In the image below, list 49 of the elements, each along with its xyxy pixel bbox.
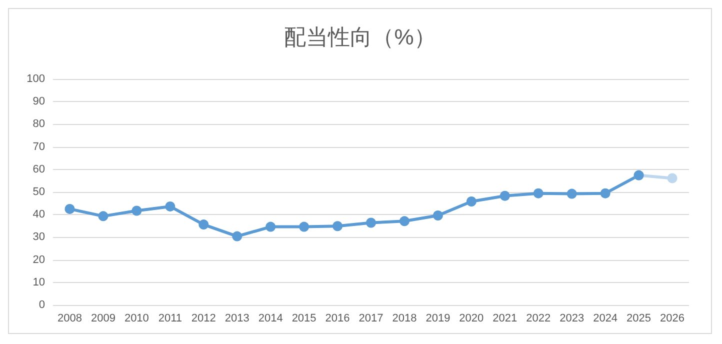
- chart-title: 配当性向（%）: [284, 24, 436, 50]
- point: [466, 196, 476, 206]
- x-tick-label: 2014: [258, 312, 283, 324]
- x-tick-label: 2019: [426, 312, 450, 324]
- point: [667, 173, 678, 184]
- y-tick-label: 10: [32, 276, 45, 288]
- y-tick-label: 90: [32, 96, 45, 108]
- x-tick-label: 2010: [124, 312, 149, 324]
- x-tick-label: 2025: [626, 312, 652, 324]
- x-tick-label: 2026: [660, 312, 685, 324]
- y-tick-label: 0: [38, 299, 45, 311]
- point: [366, 218, 376, 228]
- x-tick-label: 2011: [158, 312, 182, 324]
- y-tick-label: 20: [32, 254, 45, 266]
- point: [500, 190, 510, 201]
- x-tick-label: 2009: [90, 312, 116, 324]
- x-tick-label: 2021: [492, 312, 518, 324]
- x-tick-label: 2018: [392, 312, 417, 324]
- point: [566, 188, 577, 199]
- y-tick-label: 60: [32, 163, 45, 176]
- x-tick-label: 2017: [358, 312, 384, 324]
- point: [132, 206, 142, 216]
- x-tick-label: 2013: [224, 312, 250, 324]
- point: [198, 220, 209, 230]
- x-tick-label: 2012: [191, 312, 216, 324]
- point: [98, 211, 108, 222]
- y-tick-label: 30: [32, 231, 45, 244]
- x-tick-label: 2008: [57, 312, 82, 324]
- x-tick-label: 2024: [593, 312, 618, 324]
- point: [533, 188, 544, 198]
- x-tick-label: 2022: [526, 312, 551, 324]
- point: [332, 221, 343, 232]
- y-tick-label: 50: [32, 186, 45, 198]
- x-tick-label: 2016: [325, 312, 350, 324]
- point: [399, 216, 410, 226]
- y-tick-label: 80: [32, 118, 45, 130]
- point: [266, 222, 276, 232]
- x-tick-label: 2020: [459, 312, 484, 324]
- point: [165, 201, 176, 212]
- point: [432, 210, 443, 220]
- point: [299, 222, 310, 232]
- y-tick-label: 70: [32, 140, 45, 153]
- y-tick-label: 40: [32, 208, 45, 221]
- point: [232, 231, 242, 242]
- point: [64, 204, 75, 214]
- y-tick-label: 100: [26, 73, 45, 85]
- point: [600, 188, 610, 198]
- x-tick-label: 2023: [560, 312, 584, 324]
- x-tick-label: 2015: [292, 312, 316, 324]
